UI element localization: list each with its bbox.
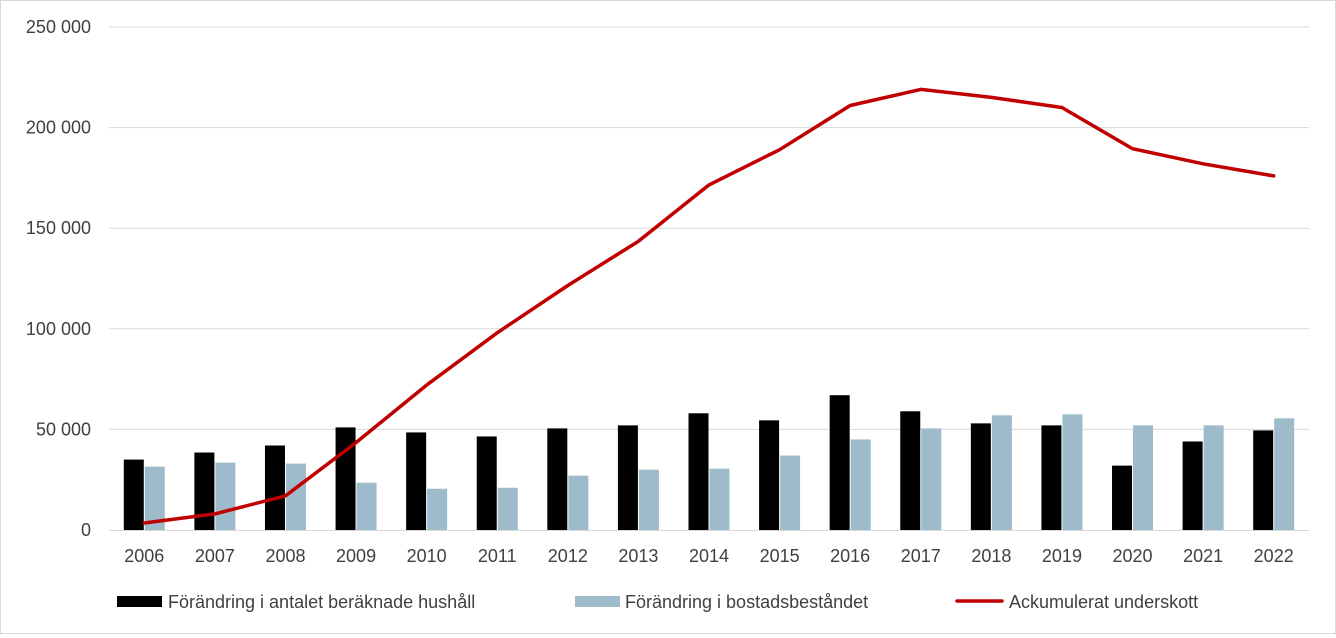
bar [123,459,144,530]
x-tick-label: 2022 [1254,546,1294,566]
x-tick-label: 2006 [124,546,164,566]
gridlines [109,26,1309,430]
bar [688,413,709,530]
series-line [142,87,1276,525]
bar [759,420,780,530]
x-tick-label: 2017 [901,546,941,566]
bar [638,469,659,530]
bar [991,415,1012,530]
x-tick-label: 2010 [407,546,447,566]
bar [1203,425,1224,530]
y-axis-ticks: 0 50 000 100 000 150 000 200 000 250 000 [26,17,91,540]
bar [406,432,427,530]
legend-label: Förändring i antalet beräknade hushåll [168,592,475,612]
bar [285,463,306,530]
bar [547,428,568,530]
y-tick-label: 200 000 [26,118,91,138]
x-tick-label: 2021 [1183,546,1223,566]
bar [850,439,871,530]
x-tick-label: 2016 [830,546,870,566]
bar [1274,418,1295,530]
bar [427,488,448,530]
bar [617,425,638,530]
bar [1041,425,1062,530]
bar [900,411,921,530]
x-tick-label: 2015 [760,546,800,566]
y-tick-label: 0 [81,520,91,540]
x-tick-label: 2018 [971,546,1011,566]
bar [1253,430,1274,530]
bar [709,468,730,530]
bar [497,487,518,530]
x-axis-ticks: 2006 2007 2008 2009 2010 2011 2012 2013 2014 2015… [124,546,1293,566]
bar [215,462,236,530]
bar [194,452,215,530]
y-tick-label: 50 000 [36,419,91,439]
bar [970,423,991,530]
legend-label: Ackumulerat underskott [1009,592,1198,612]
legend-swatch [575,596,620,607]
line-series [142,87,1276,525]
x-tick-label: 2019 [1042,546,1082,566]
legend: Förändring i antalet beräknade hushåll Fö… [117,592,1198,612]
bar [1182,441,1203,530]
y-tick-label: 250 000 [26,17,91,37]
x-tick-label: 2012 [548,546,588,566]
bar [144,466,165,530]
bars [123,395,1295,530]
bar [829,395,850,530]
legend-swatch [117,596,162,607]
x-tick-label: 2011 [478,546,517,566]
x-tick-label: 2013 [618,546,658,566]
legend-label: Förändring i bostadsbeståndet [625,592,868,612]
bar [1112,465,1133,530]
y-tick-label: 150 000 [26,218,91,238]
bar [921,428,942,530]
x-tick-label: 2008 [265,546,305,566]
bar [476,436,497,530]
bar [780,455,801,530]
x-tick-label: 2009 [336,546,376,566]
x-tick-label: 2020 [1113,546,1153,566]
y-tick-label: 100 000 [26,319,91,339]
bar [1062,414,1083,530]
x-tick-label: 2007 [195,546,235,566]
bar [356,482,377,530]
x-tick-label: 2014 [689,546,729,566]
bar [568,475,589,530]
bar [335,427,356,530]
bar [264,445,285,530]
bar [1133,425,1154,530]
